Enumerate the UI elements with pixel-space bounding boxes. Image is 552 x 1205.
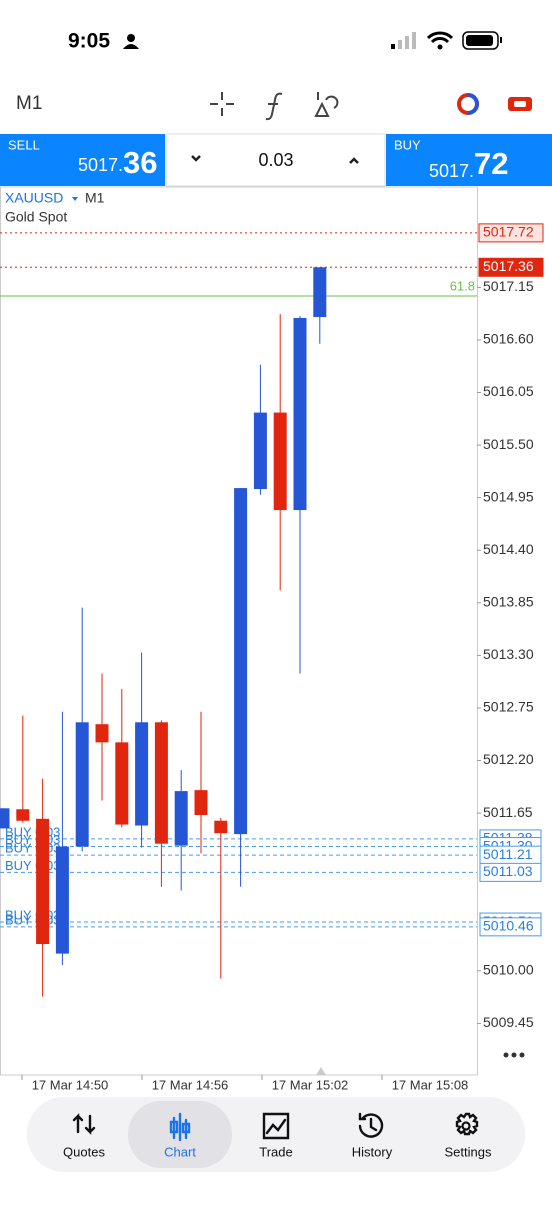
scroll-marker [316,1067,326,1075]
candle-body [36,818,50,945]
y-tick-label: 5014.40 [483,541,534,557]
order-price: 5011.21 [483,846,533,862]
buy-button[interactable] [386,134,552,186]
x-tick-label: 17 Mar 15:02 [272,1077,349,1092]
y-tick-label: 5016.60 [483,331,534,347]
y-tick-label: 5015.50 [483,436,534,452]
tab-bar [27,1097,525,1172]
y-tick-label: 5010.00 [483,962,534,978]
candle-body [115,742,129,825]
buy-price-main: 5017. [429,161,474,181]
candle-body [293,317,307,511]
lot-decrease[interactable] [191,155,201,162]
x-tick-label: 17 Mar 14:50 [32,1077,109,1092]
order-price: 5010.46 [483,918,534,934]
lot-value[interactable]: 0.03 [258,150,293,170]
y-tick-label: 5013.85 [483,594,534,610]
buy-label: BUY [394,137,421,152]
clock: 9:05 [68,30,110,53]
candle-body [75,722,89,847]
candle-body [253,412,267,490]
timeframe-button[interactable]: M1 [16,93,42,114]
y-tick-label: 5012.20 [483,751,534,767]
order-price: 5011.03 [483,863,533,879]
buy-price-big: 72 [474,146,508,181]
candle-body [234,488,248,835]
tab-label[interactable]: History [352,1144,393,1159]
tab-label[interactable]: Settings [445,1144,492,1159]
order-price-box [479,917,542,937]
candle-body [174,791,188,846]
tab-icon[interactable] [358,1112,384,1138]
order-label[interactable]: BUY 0.03 [5,841,60,856]
candle-body [0,808,10,829]
candle-body [194,790,208,816]
symbol-description: Gold Spot [5,209,67,225]
lot-panel [165,133,386,187]
sell-price-main: 5017. [78,155,123,175]
tab-icon [461,1121,471,1131]
ask-price: 5017.72 [483,224,534,240]
chart-frame [0,186,478,1076]
x-tick-label: 17 Mar 14:56 [152,1077,229,1092]
order-label[interactable]: BUY 0.03 [5,912,60,927]
tab-icon[interactable] [455,1112,479,1136]
symbol[interactable]: XAUUSD [5,190,63,206]
chart-timeframe: M1 [85,190,105,206]
plot: 5017.15 5016.60 5016.05 5015.50 5014.95 5014.… [0,223,544,1092]
candle-body [95,724,109,743]
tab-icon[interactable] [262,1112,290,1140]
candle-body [273,412,287,511]
y-tick-label: 5017.15 [483,278,534,294]
more-button[interactable] [503,1052,525,1058]
bid-price: 5017.36 [483,258,534,274]
y-tick-label: 5009.45 [483,1014,534,1030]
toolbar-icons[interactable] [210,92,532,121]
tab-icon[interactable] [72,1113,96,1135]
tab-label[interactable]: Quotes [63,1144,105,1159]
candle-body [16,809,30,821]
lot-increase[interactable] [349,157,359,164]
y-tick-label: 5013.30 [483,646,534,662]
candle-body [214,820,228,834]
order-label[interactable]: BUY 0.03 [5,858,60,873]
sell-price-big: 36 [123,145,157,180]
nav: Quotes Chart Trade History Settings [63,1101,492,1168]
status-icons [123,31,502,50]
candle-body [55,846,69,954]
fib-label: 61.8 [450,278,475,293]
symbol-dropdown[interactable] [72,197,78,201]
y-tick-label: 5012.75 [483,699,534,715]
sell-label: SELL [8,137,40,152]
x-tick-label: 17 Mar 15:08 [392,1077,469,1092]
y-tick-label: 5016.05 [483,383,534,399]
tab-label[interactable]: Trade [259,1144,292,1159]
order-price-box [479,862,542,882]
sell-button[interactable] [0,134,165,186]
ask-box [478,223,544,243]
y-tick-label: 5014.95 [483,488,534,504]
bid-box [478,257,544,277]
candle-body [313,267,327,317]
tab-label[interactable]: Chart [164,1144,196,1159]
y-tick-label: 5011.65 [483,804,533,820]
candle-body [154,722,168,844]
tab-icon[interactable] [169,1112,191,1142]
candle-body [135,722,149,826]
